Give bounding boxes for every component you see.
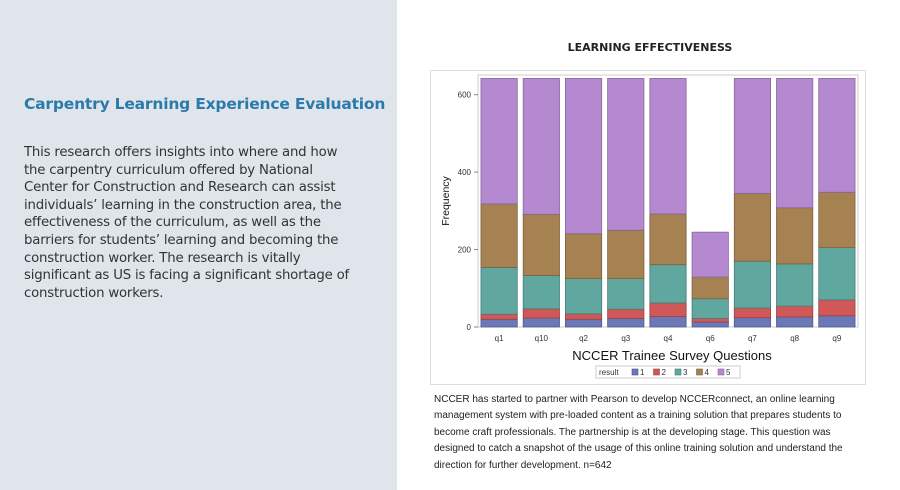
legend-swatch-4	[696, 368, 703, 376]
bar-segment-q2-result-1	[564, 318, 603, 328]
x-tick-label: q1	[495, 334, 504, 343]
caption-line: direction for further development. n=642	[434, 459, 612, 471]
paragraph-line: the carpentry curriculum offered by Nati…	[24, 162, 313, 178]
description-paragraph: This research offers insights into where…	[24, 144, 349, 302]
bar-segment-q7-result-2	[733, 307, 771, 319]
paragraph-line: Center for Construction and Research can…	[24, 180, 336, 196]
legend-label: 4	[705, 368, 710, 377]
legend-label: 2	[662, 368, 667, 377]
bar-segment-q6-result-4	[691, 276, 729, 300]
bar-segment-q7-result-1	[733, 317, 771, 328]
paragraph-line: individuals’ learning in the constructio…	[24, 197, 342, 213]
legend-title: result	[599, 368, 619, 377]
y-tick-label: 200	[458, 246, 472, 255]
bar-segment-q8-result-4	[776, 207, 814, 265]
bar-segment-q6-result-2	[691, 318, 729, 323]
bar-segment-q10-result-3	[522, 275, 560, 310]
x-tick-label: q2	[579, 334, 588, 343]
bar-segment-q10-result-5	[522, 78, 560, 215]
x-tick-label: q4	[664, 334, 673, 343]
paragraph-line: construction worker. The research is vit…	[24, 250, 301, 266]
bar-segment-q4-result-4	[649, 213, 687, 266]
legend-label: 1	[640, 368, 645, 377]
bar-segment-q3-result-4	[607, 229, 645, 280]
bar-segment-q9-result-1	[818, 315, 856, 328]
stacked-bar-chart: 0 200 400 600 q1 q10 q2 q3 q4 q6 q7 q8 q9 NCCER Train…	[430, 70, 866, 385]
paragraph-line: This research offers insights into where…	[24, 145, 338, 160]
bar-segment-q3-result-5	[607, 78, 645, 231]
bar-segment-q10-result-1	[522, 317, 560, 328]
chart-caption: NCCER has started to partner with Pearso…	[434, 392, 843, 474]
bar-segment-q1-result-3	[480, 266, 518, 315]
bar-segment-q8-result-5	[776, 78, 814, 209]
y-tick-label: 600	[458, 91, 472, 100]
caption-line: management system with pre-loaded conten…	[434, 410, 842, 422]
y-axis-label: Frequency	[440, 175, 452, 225]
bar-segment-q4-result-3	[649, 264, 687, 304]
bar-segment-q8-result-1	[776, 316, 814, 328]
x-tick-label: q8	[790, 334, 799, 343]
bar-segment-q1-result-5	[480, 78, 518, 205]
bar-segment-q2-result-3	[564, 278, 603, 315]
x-tick-label: q10	[535, 334, 549, 343]
bar-segment-q4-result-5	[649, 78, 687, 215]
legend-label: 5	[726, 368, 731, 377]
bar-segment-q6-result-5	[691, 231, 729, 278]
paragraph-line: construction workers.	[24, 285, 164, 301]
bar-segment-q4-result-2	[649, 302, 687, 317]
bar-segment-q10-result-4	[522, 213, 560, 276]
bar-segment-q10-result-2	[522, 308, 560, 319]
bar-segment-q9-result-3	[818, 247, 856, 301]
caption-line: designed to catch a snapshot of the usag…	[434, 443, 843, 455]
bar-segment-q2-result-2	[564, 313, 603, 320]
bar-segment-q7-result-3	[733, 260, 771, 309]
caption-line: NCCER has started to partner with Pearso…	[434, 394, 835, 405]
legend-swatch-1	[631, 368, 639, 376]
legend-swatch-3	[674, 368, 682, 376]
y-tick-label: 400	[458, 168, 472, 177]
bar-segment-q6-result-1	[691, 321, 729, 328]
caption-line: become craft professionals. The partners…	[434, 426, 831, 438]
bar-segment-q7-result-4	[733, 193, 771, 262]
x-tick-label: q9	[832, 334, 841, 343]
bar-segment-q9-result-5	[818, 78, 856, 193]
bar-segment-q3-result-2	[607, 308, 645, 319]
paragraph-line: significant as US is facing a significan…	[24, 268, 350, 284]
x-tick-label: q6	[706, 334, 715, 343]
bar-segment-q9-result-4	[818, 191, 856, 249]
chart-title: LEARNING EFFECTIVENESS	[567, 41, 733, 54]
legend-label: 3	[683, 368, 688, 377]
bar-segment-q2-result-5	[564, 78, 603, 235]
bar-segment-q8-result-3	[776, 263, 814, 307]
legend-swatch-5	[717, 368, 725, 376]
bar-segment-q2-result-4	[564, 233, 603, 280]
bar-segment-q3-result-1	[607, 318, 645, 328]
x-axis-label: NCCER Trainee Survey Questions	[572, 348, 772, 363]
y-tick-label: 0	[467, 323, 472, 332]
bar-segment-q1-result-4	[480, 203, 518, 268]
paragraph-line: effectiveness of the curriculum, as well…	[24, 215, 321, 231]
x-tick-label: q3	[621, 334, 630, 343]
bar-segment-q8-result-2	[776, 305, 814, 318]
legend-swatch-2	[653, 368, 660, 376]
bar-segment-q1-result-2	[480, 313, 518, 320]
x-tick-label: q7	[748, 334, 757, 343]
bar-segment-q4-result-1	[649, 316, 687, 328]
page-heading: Carpentry Learning Experience Evaluation	[24, 95, 386, 113]
bar-segment-q7-result-5	[733, 78, 771, 194]
bar-segment-q1-result-1	[480, 318, 518, 328]
left-panel: Carpentry Learning Experience Evaluation…	[0, 0, 397, 490]
bar-segment-q9-result-2	[818, 299, 856, 317]
bar-segment-q6-result-3	[691, 298, 729, 319]
bar-segment-q3-result-3	[607, 278, 645, 310]
paragraph-line: barriers for students’ learning and beco…	[24, 232, 339, 248]
